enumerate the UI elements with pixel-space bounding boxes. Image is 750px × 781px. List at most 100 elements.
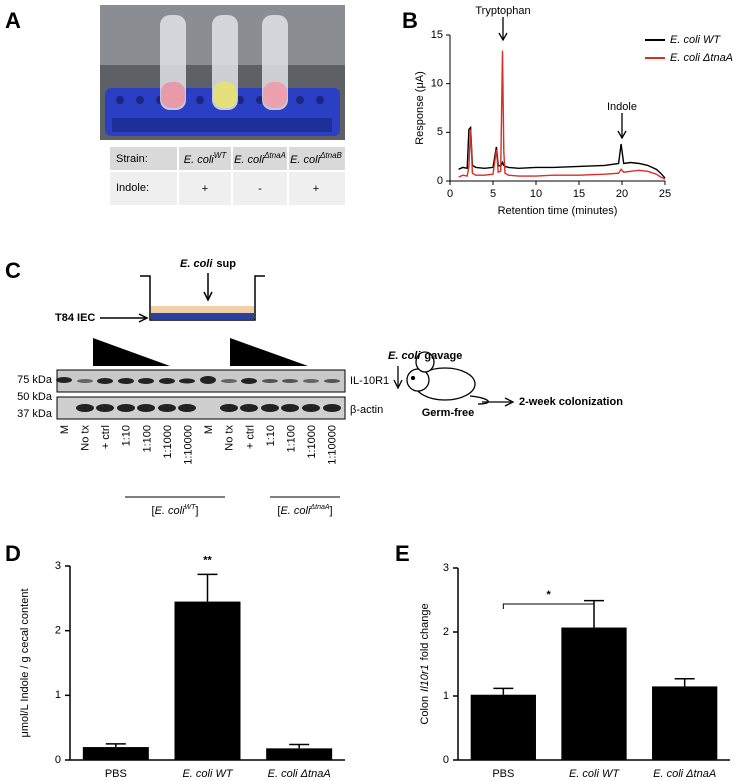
y-axis-label-part: μmol/L Indole / g cecal content	[19, 588, 31, 737]
dilution-wedge	[93, 338, 170, 366]
panel-label: D	[5, 541, 21, 566]
x-tick-label: E. coli ΔtnaA	[268, 768, 331, 780]
group-label: [E. coliWT]	[152, 504, 199, 517]
x-tick-label: 15	[573, 188, 585, 200]
y-tick-label: 1	[55, 689, 61, 701]
lane-label: 1:10	[121, 425, 133, 446]
strain-name: E. coli	[234, 154, 265, 166]
y-tick-label: 2	[55, 625, 61, 637]
band-label: IL-10R1	[350, 375, 389, 387]
label-text: gavage	[424, 350, 462, 362]
strain-sup: ΔtnaA	[263, 151, 286, 160]
mouse	[393, 351, 515, 407]
x-tick-label: E. coli ΔtnaA	[653, 768, 716, 780]
x-tick-label: PBS	[105, 768, 127, 780]
label: E. coli gavage	[388, 350, 462, 362]
bar	[561, 627, 627, 760]
y-tick-label: 1	[443, 690, 449, 702]
lane-label: M	[59, 425, 71, 434]
bracket: ]	[330, 505, 333, 517]
group-sup: ΔtnaA	[309, 504, 329, 511]
x-tick-label: 20	[616, 188, 628, 200]
marker-label: 37 kDa	[17, 408, 53, 420]
lane-label: 1:10	[265, 425, 277, 446]
lane-label: + ctrl	[100, 425, 112, 449]
y-tick-label: 3	[55, 560, 61, 572]
y-tick-label: 15	[431, 29, 443, 41]
annotation: Tryptophan	[475, 5, 530, 17]
strain-header: E. coliWT	[184, 151, 228, 166]
group-name: E. coli	[280, 505, 311, 517]
strain-name: E. coli	[290, 154, 321, 166]
legend-label: E. coli WT	[670, 34, 721, 46]
x-tick-label: 0	[447, 188, 453, 200]
y-axis-label-part: Il10r1	[419, 664, 431, 692]
bar	[470, 694, 536, 760]
indole-result: -	[258, 183, 262, 195]
mouse-label: Germ-free	[422, 407, 475, 419]
indole-result: +	[313, 183, 319, 195]
annotation-arrowhead	[498, 32, 508, 42]
strain-sup: ΔtnaB	[319, 151, 342, 160]
row-label: Indole:	[116, 182, 149, 194]
group-name: E. coli	[155, 505, 186, 517]
transwell	[100, 273, 265, 323]
panel-label: E	[395, 541, 410, 566]
tube-photo	[100, 5, 345, 140]
y-tick-label: 0	[55, 754, 61, 766]
y-tick-label: 2	[443, 626, 449, 638]
bracket: [	[277, 505, 280, 517]
lane-label: 1:1000	[162, 425, 174, 459]
series-line	[458, 50, 666, 180]
row-label: Strain:	[116, 153, 148, 165]
bar	[82, 747, 149, 760]
panel-label: B	[402, 8, 418, 33]
x-tick-label: PBS	[492, 768, 514, 780]
strain-header: E. coliΔtnaB	[290, 151, 342, 166]
band-label: β-actin	[350, 404, 383, 416]
x-tick-label: E. coli WT	[569, 768, 620, 780]
lane-label: + ctrl	[244, 425, 256, 449]
lane-label: No tx	[80, 425, 92, 451]
indole-result: +	[202, 183, 208, 195]
x-tick-label: 10	[530, 188, 542, 200]
lane-label: M	[203, 425, 215, 434]
cells-label: T84 IEC	[55, 312, 95, 324]
bracket: [	[152, 505, 155, 517]
lane-label: No tx	[224, 425, 236, 451]
y-axis-label-part: fold change	[419, 603, 431, 660]
annotation: Indole	[607, 101, 637, 113]
lane-label: 1:1000	[306, 425, 318, 459]
strain-table	[110, 147, 345, 205]
bar	[266, 748, 333, 760]
outcome-label: 2-week colonization	[519, 396, 623, 408]
x-axis-label: Retention time (minutes)	[498, 205, 618, 217]
x-tick-label: 25	[659, 188, 671, 200]
bracket: ]	[195, 505, 198, 517]
lane-label: 1:10000	[183, 425, 195, 465]
y-tick-label: 3	[443, 562, 449, 574]
y-axis-label: Colon Il10r1 fold change	[419, 603, 431, 724]
group-sup: WT	[185, 504, 197, 511]
strain-name: E. coli	[184, 154, 215, 166]
y-axis-label: μmol/L Indole / g cecal content	[19, 588, 31, 737]
y-tick-label: 5	[437, 126, 443, 138]
annotation-arrowhead	[617, 130, 627, 140]
x-tick-label: E. coli WT	[182, 768, 233, 780]
lane-label: 1:10000	[327, 425, 339, 465]
label-text: sup	[216, 258, 236, 270]
marker-label: 50 kDa	[17, 391, 53, 403]
label-italic: E. coli	[388, 350, 421, 362]
dilution-wedge	[230, 338, 308, 366]
x-tick-label: 5	[490, 188, 496, 200]
significance: *	[547, 589, 552, 601]
y-axis-label: Response (μA)	[414, 71, 426, 145]
label: E. coli sup	[180, 258, 236, 270]
western-blot	[56, 369, 346, 498]
y-tick-label: 10	[431, 78, 443, 90]
y-axis-label-part: Colon	[419, 696, 431, 725]
marker-label: 75 kDa	[17, 374, 53, 386]
strain-sup: WT	[214, 151, 228, 160]
